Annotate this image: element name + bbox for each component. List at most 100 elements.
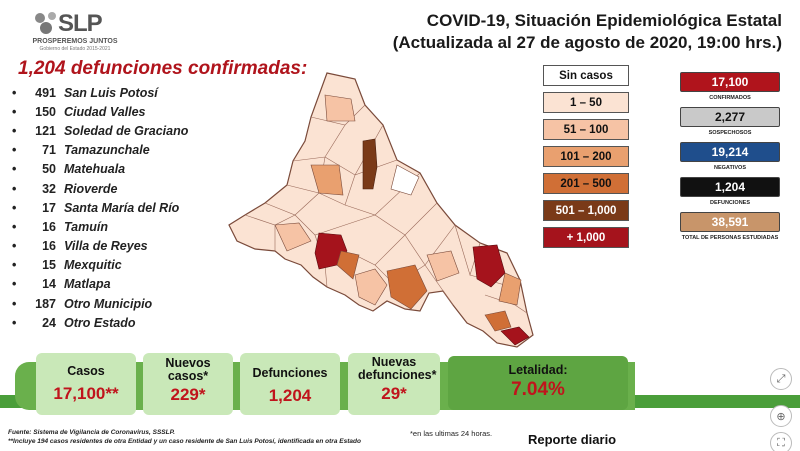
stat-value: 38,591: [680, 212, 780, 232]
legend-item: 501 – 1,000: [543, 200, 629, 221]
logo-government: Gobierno del Estado 2015-2021: [39, 46, 111, 52]
municipality-count: 491: [10, 86, 64, 100]
map-region-51-100-a: [354, 268, 388, 306]
map-region-51-100-d: [324, 94, 356, 122]
state-map: [228, 72, 534, 348]
municipality-count: 16: [10, 220, 64, 234]
card-nuevos-casos-label: Nuevos casos*: [165, 356, 211, 383]
card-defunciones-value: 1,204: [268, 386, 312, 405]
legend-item: + 1,000: [543, 227, 629, 248]
stat-value: 1,204: [680, 177, 780, 197]
map-legend: Sin casos 1 – 50 51 – 100 101 – 200 201 – 50…: [543, 65, 629, 254]
page-title: COVID-19, Situación Epidemiológica Estat…: [393, 10, 782, 54]
footnote-note: **Incluye 194 casos residentes de otra E…: [8, 438, 361, 445]
card-nuevas-defunciones-value: 29*: [381, 384, 407, 403]
card-defunciones: Defunciones 1,204: [240, 353, 340, 415]
municipality-count: 187: [10, 297, 64, 311]
footnote-24h: *en las ultimas 24 horas.: [410, 429, 493, 438]
municipality-name: San Luis Potosí: [64, 85, 158, 100]
map-region-sin-casos: [390, 164, 420, 196]
legend-item: 201 – 500: [543, 173, 629, 194]
card-casos-label: Casos: [67, 364, 105, 378]
municipality-count: 24: [10, 316, 64, 330]
card-defunciones-label: Defunciones: [252, 366, 328, 380]
municipality-name: Matlapa: [64, 277, 111, 292]
map-region-1000-plus-valles: [472, 244, 506, 288]
zoom-button[interactable]: ⊕: [770, 405, 792, 427]
expand-icon: ⤢: [776, 372, 786, 385]
map-region-201-500-c: [484, 310, 512, 332]
logo-text: SLP: [58, 10, 103, 37]
map-region-51-100-b: [274, 222, 312, 252]
municipality-name: Tamuín: [64, 219, 108, 234]
municipality-count: 71: [10, 143, 64, 157]
stat-label: SOSPECHOSOS: [708, 130, 752, 136]
logo-mark-icon: [35, 12, 56, 34]
card-letalidad: Letalidad: 7.04%: [448, 356, 628, 410]
municipality-name: Mexquitic: [64, 258, 122, 273]
stat-value: 19,214: [680, 142, 780, 162]
card-letalidad-label: Letalidad:: [508, 363, 568, 377]
title-line-1: COVID-19, Situación Epidemiológica Estat…: [426, 11, 782, 30]
map-region-201-500-b: [336, 250, 360, 280]
card-nuevas-defunciones: Nuevas defunciones* 29*: [348, 353, 440, 415]
municipality-name: Matehuala: [64, 162, 126, 177]
municipality-count: 150: [10, 105, 64, 119]
map-region-101-200-b: [498, 272, 522, 306]
map-region-101-200-a: [310, 164, 344, 196]
slp-logo: SLP PROSPEREMOS JUNTOS Gobierno del Esta…: [30, 8, 120, 56]
stat-value: 2,277: [680, 107, 780, 127]
map-state-outline: [228, 72, 534, 348]
expand-button[interactable]: ⤢: [770, 368, 792, 390]
legend-item: 101 – 200: [543, 146, 629, 167]
municipality-name: Soledad de Graciano: [64, 123, 189, 138]
card-nuevos-casos: Nuevos casos* 229*: [143, 353, 233, 415]
municipality-name: Ciudad Valles: [64, 104, 146, 119]
municipality-count: 16: [10, 239, 64, 253]
municipality-name: Tamazunchale: [64, 143, 150, 158]
map-region-51-100-c: [426, 250, 460, 282]
municipality-count: 17: [10, 201, 64, 215]
card-nuevos-casos-value: 229*: [170, 385, 206, 404]
card-nuevas-defunciones-label: Nuevas defunciones*: [358, 355, 437, 382]
municipality-name: Santa María del Río: [64, 200, 180, 215]
stat-label: TOTAL DE PERSONAS ESTUDIADAS: [681, 235, 779, 241]
stat-value: 17,100: [680, 72, 780, 92]
map-region-1000-plus-south: [500, 326, 530, 346]
stat-label: DEFUNCIONES: [709, 200, 751, 206]
card-casos-value: 17,100**: [53, 384, 119, 403]
zoom-icon: ⊕: [776, 410, 786, 423]
map-region-501-1000-a: [362, 138, 378, 190]
municipality-count: 15: [10, 258, 64, 272]
card-casos: Casos 17,100**: [36, 353, 136, 415]
stat-label: NEGATIVOS: [714, 165, 746, 171]
stats-panel: 17,100 CONFIRMADOS 2,277 SOSPECHOSOS 19,214 N…: [680, 72, 780, 247]
municipality-count: 50: [10, 162, 64, 176]
deaths-heading: 1,204 defunciones confirmadas:: [18, 58, 308, 79]
map-region-201-500-a: [386, 264, 428, 310]
fullscreen-button[interactable]: ⛶: [770, 432, 792, 451]
municipality-name: Villa de Reyes: [64, 239, 148, 254]
municipality-name: Rioverde: [64, 181, 118, 196]
municipality-name: Otro Estado: [64, 315, 136, 330]
municipality-count: 14: [10, 277, 64, 291]
footnote-source: Fuente: Sistema de Vigilancia de Coronav…: [8, 429, 175, 436]
card-letalidad-value: 7.04%: [511, 379, 565, 400]
municipality-name: Otro Municipio: [64, 296, 153, 311]
legend-item: 1 – 50: [543, 92, 629, 113]
fullscreen-icon: ⛶: [777, 436, 785, 449]
report-label: Reporte diario: [528, 432, 617, 447]
